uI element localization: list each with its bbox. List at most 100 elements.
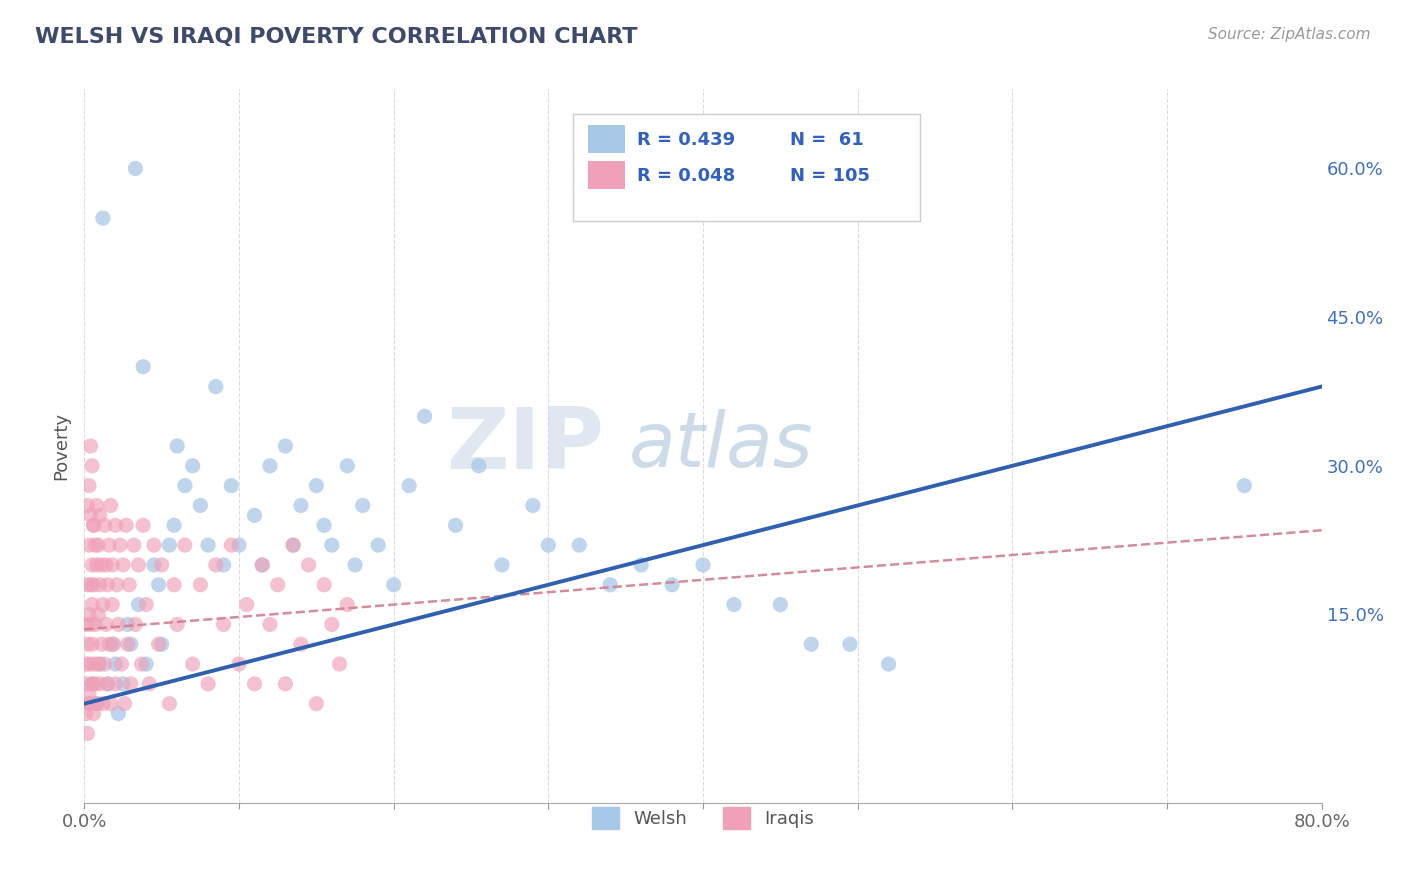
Text: R = 0.439: R = 0.439 [637,131,735,149]
Point [491,558,513,572]
FancyBboxPatch shape [588,161,626,189]
Point [131,657,153,671]
Point [89,508,111,523]
Point [91,211,114,225]
Text: Source: ZipAtlas.com: Source: ZipAtlas.com [1208,27,1371,42]
Point [143,558,166,572]
Point [166,439,188,453]
Point [100,499,122,513]
Point [83,518,105,533]
Point [114,697,136,711]
Point [290,637,312,651]
Point [328,657,352,671]
Point [235,598,259,612]
Point [143,538,166,552]
Point [86,697,108,711]
Point [87,538,110,552]
Point [76,578,98,592]
Point [138,677,160,691]
Point [599,578,621,592]
Text: WELSH VS IRAQI POVERTY CORRELATION CHART: WELSH VS IRAQI POVERTY CORRELATION CHART [35,27,638,46]
Point [101,598,124,612]
Point [94,558,117,572]
Point [87,607,110,622]
Point [118,578,141,592]
Point [86,697,108,711]
Point [838,637,860,651]
Point [82,677,104,691]
Point [181,657,204,671]
Point [877,657,900,671]
Point [98,637,121,651]
Point [174,478,197,492]
Point [82,598,104,612]
Text: N =  61: N = 61 [790,131,863,149]
Point [769,598,792,612]
Point [163,518,186,533]
Point [93,657,115,671]
Point [174,538,197,552]
Point [197,538,219,552]
Point [122,538,145,552]
Point [98,538,121,552]
Point [321,617,343,632]
Point [120,637,142,651]
Point [312,518,335,533]
Point [243,677,266,691]
Point [336,598,359,612]
Point [96,578,118,592]
Point [90,558,112,572]
Point [79,697,101,711]
Point [96,677,118,691]
Point [259,458,281,473]
Point [250,558,273,572]
Point [800,637,823,651]
Point [467,458,491,473]
Point [250,558,273,572]
Point [630,558,652,572]
Text: R = 0.048: R = 0.048 [637,167,735,185]
Point [135,657,157,671]
Point [77,538,100,552]
Legend: Welsh, Iraqis: Welsh, Iraqis [585,800,821,837]
Point [281,538,305,552]
Point [281,538,305,552]
Point [96,677,118,691]
Point [103,637,125,651]
Point [75,617,97,632]
Point [110,657,132,671]
Point [274,677,297,691]
Point [79,508,101,523]
Point [82,677,104,691]
Point [107,706,129,721]
Point [82,458,104,473]
Point [83,578,105,592]
Text: ZIP: ZIP [446,404,605,488]
Point [148,637,170,651]
Point [205,379,228,393]
Point [568,538,591,552]
Point [219,478,242,492]
Point [104,657,127,671]
Point [228,538,250,552]
Point [181,458,204,473]
Point [89,657,111,671]
Point [77,478,100,492]
Point [124,161,146,176]
Point [205,558,228,572]
Point [243,508,266,523]
Point [212,617,235,632]
Point [91,697,114,711]
Point [723,598,745,612]
Point [90,637,112,651]
Point [117,617,139,632]
Point [135,598,157,612]
Point [86,558,108,572]
Point [104,518,127,533]
Point [91,598,114,612]
Point [84,617,107,632]
Point [537,538,560,552]
Point [101,637,124,651]
Point [274,439,297,453]
Point [79,578,101,592]
